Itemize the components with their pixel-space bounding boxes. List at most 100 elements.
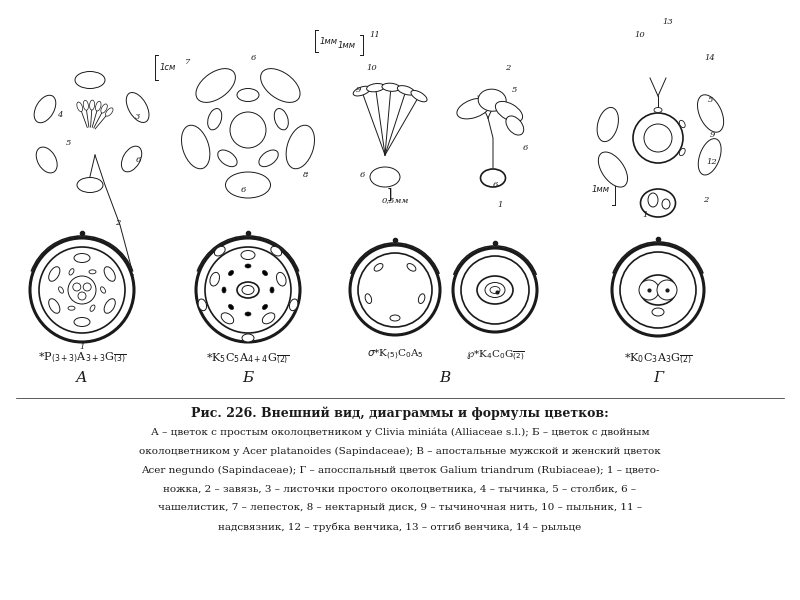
Ellipse shape [262,304,267,310]
Text: 0,5мм: 0,5мм [382,196,409,204]
Ellipse shape [221,313,234,324]
Circle shape [68,276,96,304]
Ellipse shape [286,125,314,169]
Circle shape [196,238,300,342]
Ellipse shape [36,147,57,173]
Ellipse shape [229,304,234,310]
Text: чашелистик, 7 – лепесток, 8 – нектарный диск, 9 – тычиночная нить, 10 – пыльник,: чашелистик, 7 – лепесток, 8 – нектарный … [158,503,642,512]
Ellipse shape [640,275,676,305]
Text: 6: 6 [359,171,365,179]
Text: 1: 1 [498,201,502,209]
Ellipse shape [506,116,524,135]
Ellipse shape [245,312,251,316]
Text: А – цветок с простым околоцветником у Clivia miniáta (Alliaceae s.l.); Б – цвето: А – цветок с простым околоцветником у Cl… [150,427,650,437]
Ellipse shape [208,109,222,130]
Text: 2: 2 [703,196,709,204]
Ellipse shape [259,150,278,167]
Text: ]: ] [387,188,393,202]
Ellipse shape [69,269,74,275]
Text: 1: 1 [79,343,85,351]
Ellipse shape [237,88,259,101]
Ellipse shape [222,287,226,293]
Ellipse shape [290,299,298,311]
Text: 5: 5 [512,86,518,94]
Circle shape [453,248,537,332]
Circle shape [358,253,432,327]
Ellipse shape [218,150,237,167]
Ellipse shape [198,299,206,311]
Ellipse shape [262,271,267,275]
Ellipse shape [271,247,282,256]
Ellipse shape [242,286,254,295]
Ellipse shape [648,193,658,207]
Ellipse shape [68,306,75,310]
Ellipse shape [277,272,286,286]
Ellipse shape [90,305,95,311]
Ellipse shape [481,169,506,187]
Ellipse shape [106,108,113,116]
Ellipse shape [654,107,662,113]
Circle shape [644,124,672,152]
Ellipse shape [598,152,627,187]
Ellipse shape [261,68,300,103]
Ellipse shape [95,101,101,111]
Ellipse shape [77,102,82,112]
Ellipse shape [214,247,225,256]
Circle shape [205,247,291,333]
Ellipse shape [490,286,500,293]
Ellipse shape [274,109,288,130]
Text: 1мм: 1мм [338,40,356,49]
Ellipse shape [101,287,106,293]
Ellipse shape [83,100,88,110]
Circle shape [633,113,683,163]
Text: 6: 6 [135,156,141,164]
Ellipse shape [75,71,105,88]
Text: 1: 1 [642,211,648,219]
Circle shape [78,292,86,300]
Text: Б: Б [242,371,254,385]
Ellipse shape [122,146,142,172]
Text: $\sigma$*K$_{(5)}$C$_0$A$_5$: $\sigma$*K$_{(5)}$C$_0$A$_5$ [366,348,423,362]
Ellipse shape [370,167,400,187]
Ellipse shape [495,101,522,122]
Text: околоцветником у Acer platanoides (Sapindaceae); В – апостальные мужской и женск: околоцветником у Acer platanoides (Sapin… [139,446,661,455]
Text: Рис. 226. Внешний вид, диаграммы и формулы цветков:: Рис. 226. Внешний вид, диаграммы и форму… [191,406,609,420]
Text: надсвязник, 12 – трубка венчика, 13 – отгиб венчика, 14 – рыльце: надсвязник, 12 – трубка венчика, 13 – от… [218,522,582,532]
Circle shape [30,238,134,342]
Ellipse shape [597,107,618,142]
Ellipse shape [457,98,490,119]
Ellipse shape [34,95,56,123]
Text: 12: 12 [706,158,718,166]
Circle shape [620,252,696,328]
Text: 9: 9 [355,86,361,94]
Circle shape [461,256,529,324]
Text: 11: 11 [370,31,380,39]
Ellipse shape [262,313,275,324]
Ellipse shape [90,100,94,110]
Ellipse shape [74,317,90,326]
Text: 6: 6 [250,54,256,62]
Ellipse shape [652,308,664,316]
Text: 1см: 1см [160,64,176,73]
Ellipse shape [49,299,60,313]
Circle shape [39,247,125,333]
Ellipse shape [210,272,219,286]
Text: ножка, 2 – завязь, 3 – листочки простого околоцветника, 4 – тычинка, 5 – столбик: ножка, 2 – завязь, 3 – листочки простого… [163,484,637,494]
Ellipse shape [390,315,400,321]
Ellipse shape [101,104,107,113]
Text: 7: 7 [186,58,190,66]
Ellipse shape [126,92,149,122]
Text: 6: 6 [522,144,528,152]
Text: 2: 2 [506,64,510,72]
Circle shape [73,283,81,291]
Ellipse shape [104,267,115,281]
Ellipse shape [398,86,414,95]
Ellipse shape [196,68,235,103]
Ellipse shape [477,276,513,304]
Text: 6: 6 [492,181,498,189]
Circle shape [639,280,659,300]
Text: А: А [76,371,88,385]
Ellipse shape [353,86,370,96]
Text: *P$_{(3+3)}$A$_{3+3}$G$_{\overline{(3)}}$: *P$_{(3+3)}$A$_{3+3}$G$_{\overline{(3)}}… [38,351,126,365]
Text: *K$_0$C$_3$A$_3$G$_{\overline{(2)}}$: *K$_0$C$_3$A$_3$G$_{\overline{(2)}}$ [624,351,692,365]
